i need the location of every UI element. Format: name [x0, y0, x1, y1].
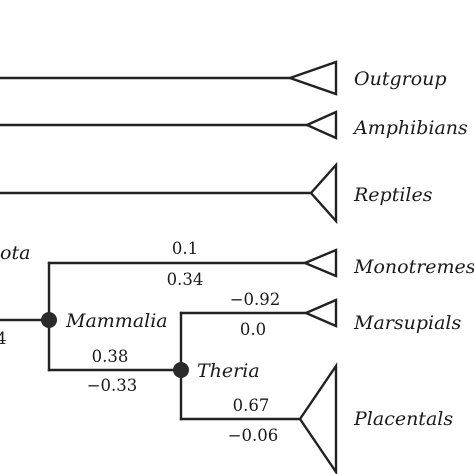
branch-value-monotremes-top: 0.1: [172, 239, 198, 258]
branch-value-marsupials-top: −0.92: [230, 290, 281, 309]
node-theria: [173, 362, 189, 378]
clade-triangle-amphibians: [304, 110, 338, 140]
taxon-label-marsupials: Marsupials: [353, 312, 461, 334]
taxon-label-amphibians: Amphibians: [352, 117, 468, 139]
taxon-label-monotremes: Monotremes: [353, 256, 474, 278]
node-label-mammalia: Mammalia: [65, 310, 168, 332]
branch-value-theria-bottom: −0.33: [87, 376, 138, 395]
taxon-label-reptiles: Reptiles: [353, 184, 433, 206]
clade-triangle-placentals: [298, 362, 338, 474]
clade-triangle-marsupials: [302, 298, 338, 328]
taxon-label-outgroup: Outgroup: [354, 68, 447, 90]
branch-value-theria-top: 0.38: [92, 347, 129, 366]
node-label-amniota: ota: [0, 242, 30, 264]
clade-triangle-outgroup: [286, 60, 338, 96]
node-label-theria: Theria: [197, 360, 260, 382]
node-mammalia: [41, 312, 57, 328]
taxon-label-placentals: Placentals: [353, 408, 453, 430]
branch-value-mammalia-stem: 4: [0, 329, 7, 348]
branch-value-marsupials-bottom: 0.0: [240, 320, 266, 339]
branch-value-placentals-top: 0.67: [233, 396, 270, 415]
clade-triangle-monotremes: [301, 248, 338, 278]
branch-value-placentals-bottom: −0.06: [228, 426, 279, 445]
branch-value-monotremes-bottom: 0.34: [167, 270, 204, 289]
clade-triangle-reptiles: [309, 161, 338, 225]
